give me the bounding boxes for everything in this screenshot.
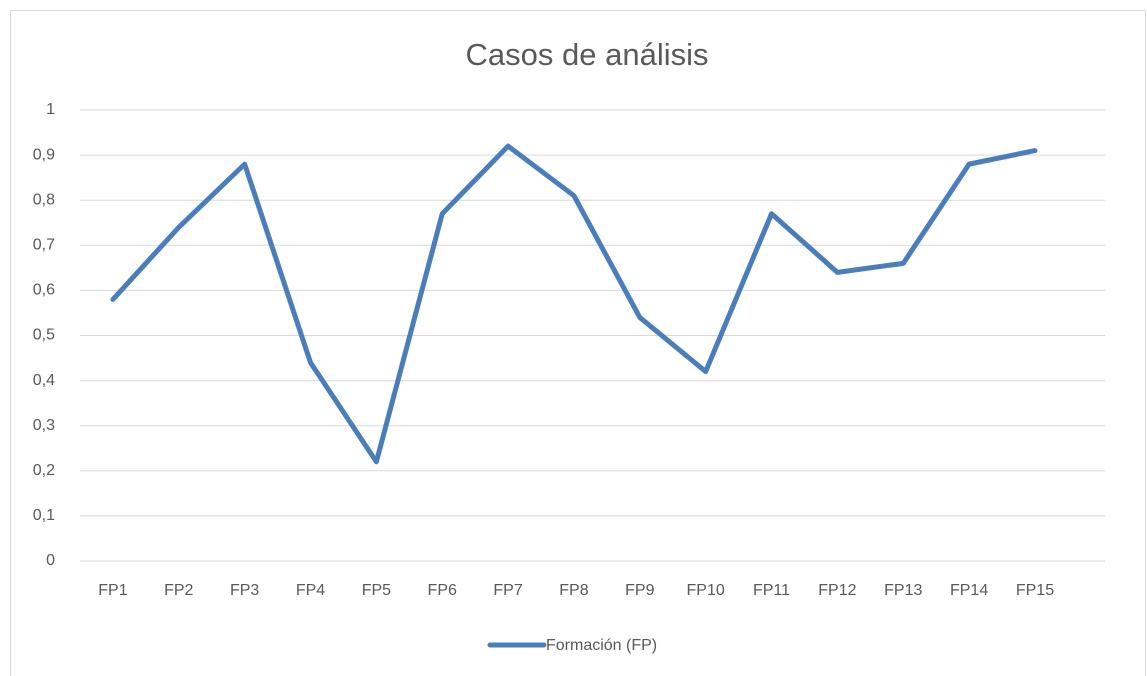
y-tick-label: 0,9: [33, 146, 55, 163]
x-tick-label: FP8: [559, 582, 588, 599]
x-tick-label: FP15: [1016, 582, 1054, 599]
x-tick-label: FP1: [98, 582, 127, 599]
x-tick-label: FP4: [296, 582, 325, 599]
legend-label: Formación (FP): [546, 637, 657, 654]
x-tick-label: FP13: [884, 582, 922, 599]
data-line: [110, 143, 1038, 465]
y-tick-label: 0,2: [33, 462, 55, 479]
x-tick-label: FP7: [493, 582, 522, 599]
y-tick-label: 0,3: [33, 417, 55, 434]
x-tick-label: FP11: [753, 582, 790, 599]
y-tick-label: 0,5: [33, 327, 55, 344]
x-tick-label: FP3: [230, 582, 259, 599]
y-tick-label: 0,8: [33, 191, 55, 208]
x-tick-label: FP5: [362, 582, 391, 599]
y-tick-label: 0,4: [33, 372, 55, 389]
y-tick-label: 0: [46, 552, 55, 569]
y-tick-label: 0,1: [33, 507, 55, 524]
chart-border: [10, 10, 1146, 676]
y-tick-label: 0,6: [33, 282, 55, 299]
y-tick-label: 0,7: [33, 237, 55, 254]
chart-title: Casos de análisis: [466, 37, 709, 72]
x-tick-label: FP14: [950, 582, 988, 599]
x-tick-label: FP10: [687, 582, 725, 599]
x-tick-label: FP6: [428, 582, 457, 599]
x-tick-label: FP9: [625, 582, 654, 599]
x-tick-label: FP12: [818, 582, 856, 599]
x-tick-label: FP2: [164, 582, 193, 599]
y-tick-label: 1: [46, 101, 55, 118]
